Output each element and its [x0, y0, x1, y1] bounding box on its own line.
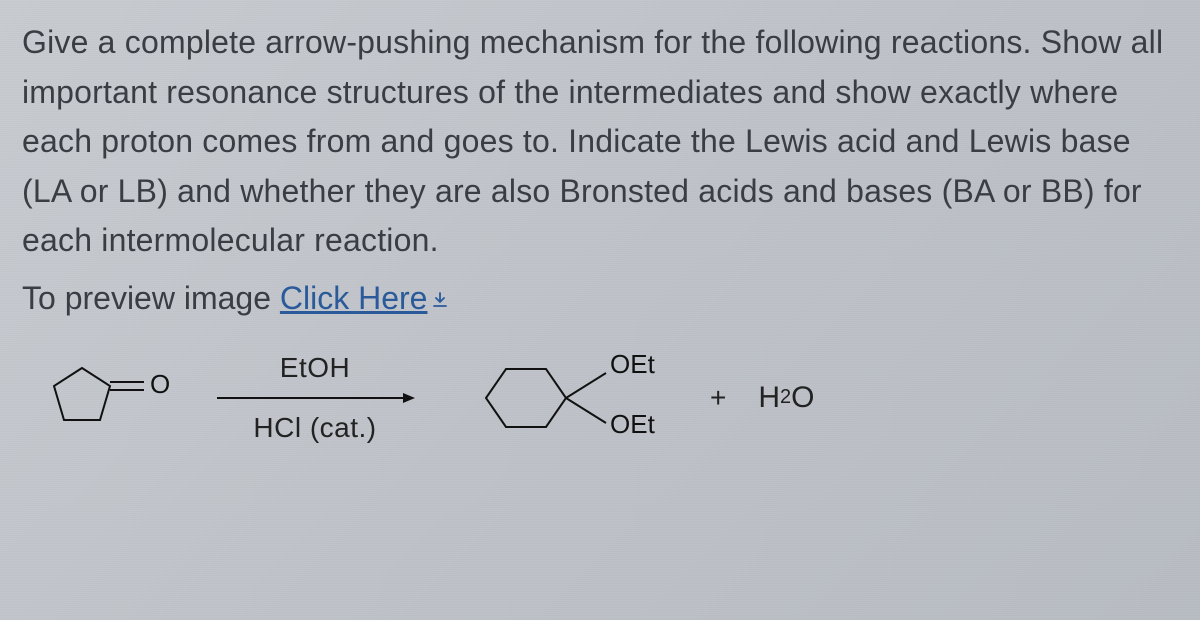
download-icon	[431, 291, 449, 309]
reaction-scheme: O EtOH HCl (cat.) OEt OEt +	[22, 343, 1178, 453]
product-oet-top: OEt	[610, 349, 656, 379]
preview-link[interactable]: Click Here	[280, 280, 428, 316]
question-text: Give a complete arrow-pushing mechanism …	[22, 18, 1178, 266]
preview-line: To preview image Click Here	[22, 280, 1178, 317]
plus-sign: +	[706, 382, 730, 414]
product-oet-bottom: OEt	[610, 409, 656, 439]
reagent-bottom: HCl (cat.)	[253, 412, 376, 444]
byproduct-water: H2O	[758, 381, 814, 415]
question-block: Give a complete arrow-pushing mechanism …	[0, 0, 1200, 453]
reaction-arrow-icon	[215, 388, 415, 408]
preview-prefix: To preview image	[22, 280, 280, 316]
reactant-cyclopentanone: O	[32, 348, 182, 448]
reaction-arrow-block: EtOH HCl (cat.)	[210, 352, 420, 444]
reagent-top: EtOH	[280, 352, 350, 384]
product-diethylacetal: OEt OEt	[448, 343, 678, 453]
svg-text:O: O	[150, 369, 170, 399]
